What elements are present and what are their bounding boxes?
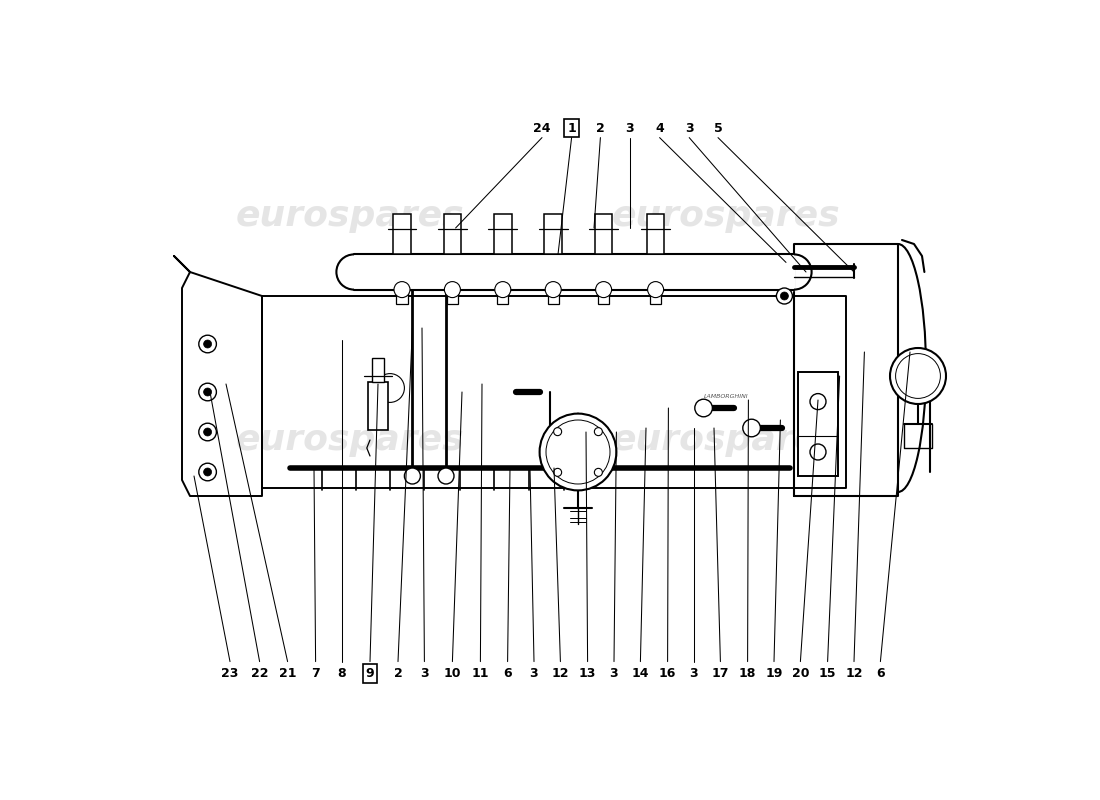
Bar <box>647 214 664 254</box>
Circle shape <box>405 468 420 484</box>
Circle shape <box>375 374 405 402</box>
Text: 10: 10 <box>443 667 461 680</box>
Bar <box>447 290 458 304</box>
Bar <box>368 382 387 430</box>
Text: 2: 2 <box>596 122 605 134</box>
Text: 8: 8 <box>338 667 346 680</box>
Circle shape <box>648 282 663 298</box>
Bar <box>598 290 609 304</box>
Circle shape <box>695 399 713 417</box>
Circle shape <box>394 282 410 298</box>
Text: 12: 12 <box>845 667 862 680</box>
Circle shape <box>553 468 562 476</box>
Text: eurospares: eurospares <box>235 199 464 233</box>
Circle shape <box>204 468 211 476</box>
Text: 16: 16 <box>659 667 676 680</box>
Circle shape <box>199 463 217 481</box>
Text: 15: 15 <box>818 667 836 680</box>
Circle shape <box>780 292 789 300</box>
Circle shape <box>199 423 217 441</box>
Polygon shape <box>354 254 794 290</box>
Text: 11: 11 <box>472 667 490 680</box>
Circle shape <box>895 354 940 398</box>
Bar <box>443 214 461 254</box>
Bar <box>497 290 508 304</box>
Circle shape <box>546 420 611 484</box>
Circle shape <box>204 388 211 396</box>
Text: 1: 1 <box>568 122 576 134</box>
Circle shape <box>204 340 211 348</box>
Text: 3: 3 <box>609 667 618 680</box>
Bar <box>544 214 562 254</box>
Text: 24: 24 <box>534 122 551 134</box>
Text: LAMBORGHINI: LAMBORGHINI <box>704 394 748 398</box>
Circle shape <box>199 383 217 401</box>
Circle shape <box>495 282 510 298</box>
Text: 5: 5 <box>714 122 723 134</box>
Text: 12: 12 <box>552 667 569 680</box>
Circle shape <box>444 282 461 298</box>
Text: 3: 3 <box>626 122 635 134</box>
Text: 18: 18 <box>739 667 757 680</box>
Text: 6: 6 <box>504 667 512 680</box>
Text: 14: 14 <box>631 667 649 680</box>
Bar <box>393 214 410 254</box>
Text: 21: 21 <box>279 667 296 680</box>
Text: eurospares: eurospares <box>612 423 840 457</box>
Bar <box>595 214 613 254</box>
Text: 19: 19 <box>766 667 783 680</box>
Polygon shape <box>262 296 846 488</box>
Circle shape <box>594 428 603 436</box>
Text: 20: 20 <box>792 667 810 680</box>
Circle shape <box>594 468 603 476</box>
Circle shape <box>777 288 792 304</box>
Bar <box>494 214 512 254</box>
Text: 3: 3 <box>420 667 429 680</box>
Bar <box>650 290 661 304</box>
Circle shape <box>204 428 211 436</box>
Polygon shape <box>794 244 898 496</box>
Text: 7: 7 <box>311 667 320 680</box>
Circle shape <box>890 348 946 404</box>
Polygon shape <box>182 272 262 496</box>
Circle shape <box>546 282 561 298</box>
Text: 3: 3 <box>690 667 698 680</box>
Text: 3: 3 <box>685 122 693 134</box>
Bar <box>373 358 384 382</box>
Circle shape <box>553 428 562 436</box>
Text: 6: 6 <box>876 667 884 680</box>
Circle shape <box>595 282 612 298</box>
Text: 23: 23 <box>221 667 239 680</box>
Circle shape <box>742 419 760 437</box>
Circle shape <box>438 468 454 484</box>
Text: eurospares: eurospares <box>612 199 840 233</box>
Bar <box>798 372 838 476</box>
Circle shape <box>810 444 826 460</box>
Circle shape <box>540 414 616 490</box>
Circle shape <box>199 335 217 353</box>
Bar <box>396 290 408 304</box>
Text: 22: 22 <box>251 667 268 680</box>
Bar <box>548 290 559 304</box>
Text: 4: 4 <box>656 122 664 134</box>
Text: 13: 13 <box>579 667 596 680</box>
Text: eurospares: eurospares <box>235 423 464 457</box>
Circle shape <box>810 394 826 410</box>
Text: 9: 9 <box>365 667 374 680</box>
Text: 17: 17 <box>712 667 729 680</box>
Text: 2: 2 <box>394 667 403 680</box>
Text: 3: 3 <box>530 667 538 680</box>
